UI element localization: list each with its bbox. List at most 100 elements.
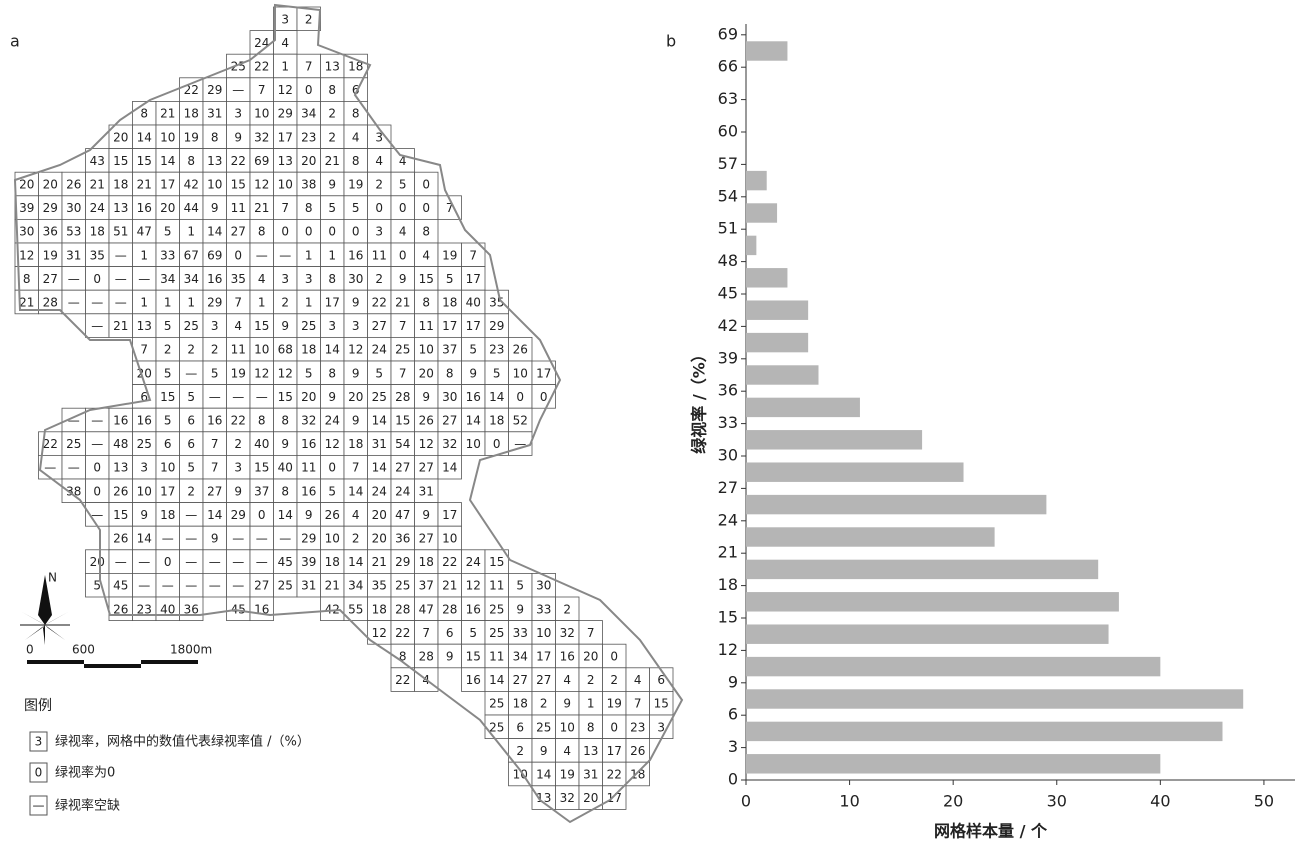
grid-cell: 5 xyxy=(461,620,486,645)
cell-value: 19 xyxy=(560,768,575,782)
grid-cell: 26 xyxy=(108,525,133,551)
grid-cell: 69 xyxy=(202,242,227,268)
cell-value: 3 xyxy=(328,319,336,333)
bar xyxy=(746,721,1223,742)
cell-value: 10 xyxy=(160,130,175,144)
grid-cell: 22 xyxy=(249,53,274,79)
cell-value: 51 xyxy=(113,225,128,239)
cell-value: 2 xyxy=(516,744,524,758)
cell-value: 38 xyxy=(301,178,316,192)
cell-value: 9 xyxy=(422,390,430,404)
cell-value: 1 xyxy=(140,296,148,310)
bar xyxy=(746,170,767,191)
grid-cell: 16 xyxy=(296,478,321,504)
grid-cell: — xyxy=(179,549,204,574)
grid-cell: 32 xyxy=(555,785,580,810)
grid-cell: 3 xyxy=(273,6,298,32)
grid-cell: 10 xyxy=(249,336,274,362)
cell-value: 9 xyxy=(516,602,524,616)
grid-cell: 19 xyxy=(179,124,204,150)
grid-cell: 21 xyxy=(132,171,157,197)
grid-cell: 17 xyxy=(320,289,345,315)
bar xyxy=(746,332,809,353)
x-tick-label: 40 xyxy=(1150,792,1170,811)
grid-cell: 17 xyxy=(531,360,556,386)
grid-cell: 53 xyxy=(61,218,86,244)
grid-cell: 27 xyxy=(249,573,274,598)
grid-cell: 13 xyxy=(320,53,345,79)
cell-value: 1 xyxy=(258,296,266,310)
grid-cell: 14 xyxy=(343,478,368,504)
cell-value: 2 xyxy=(610,673,618,687)
grid-cell: 37 xyxy=(414,573,439,598)
cell-value: 19 xyxy=(348,178,363,192)
cell-value: 7 xyxy=(281,201,289,215)
grid-cell: 21 xyxy=(85,171,110,197)
grid-cell: — xyxy=(249,525,274,551)
grid-cell: — xyxy=(132,266,157,291)
cell-value: 5 xyxy=(516,579,524,593)
cell-value: 9 xyxy=(352,296,360,310)
cell-value: 18 xyxy=(113,178,128,192)
cell-value: 14 xyxy=(489,390,504,404)
cell-value: 21 xyxy=(325,154,340,168)
cell-value: 10 xyxy=(536,626,551,640)
cell-value: 5 xyxy=(164,414,172,428)
cell-value: 18 xyxy=(630,768,645,782)
cell-value: 30 xyxy=(66,201,81,215)
cell-value: 31 xyxy=(207,107,222,121)
cell-value: — xyxy=(162,579,174,593)
grid-cell: 9 xyxy=(343,289,368,315)
grid-cell: 14 xyxy=(437,454,462,480)
cell-value: 33 xyxy=(536,602,551,616)
grid-cell: 5 xyxy=(461,336,486,362)
cell-value: 26 xyxy=(630,744,645,758)
grid-cell: — xyxy=(108,289,133,315)
grid-cell: 16 xyxy=(249,596,274,622)
cell-value: — xyxy=(256,248,268,262)
cell-value: 21 xyxy=(137,178,152,192)
cell-value: 8 xyxy=(281,414,289,428)
cell-value: 12 xyxy=(372,626,387,640)
grid-cell: 40 xyxy=(273,454,298,480)
cell-value: 32 xyxy=(560,791,575,805)
cell-value: 3 xyxy=(211,319,219,333)
cell-value: 18 xyxy=(513,697,528,711)
grid-cell: 2 xyxy=(226,431,251,456)
cell-value: 7 xyxy=(446,201,454,215)
bar xyxy=(746,397,860,418)
grid-cell: 18 xyxy=(85,218,110,244)
bar xyxy=(746,689,1244,709)
cell-value: 21 xyxy=(19,296,34,310)
grid-cell: 6 xyxy=(508,714,533,740)
cell-value: 6 xyxy=(516,720,524,734)
grid-cell: — xyxy=(61,289,86,315)
grid-cell: 3 xyxy=(226,454,251,480)
histogram: 0369121518212427303336394245485154576063… xyxy=(690,24,1295,841)
cell-value: — xyxy=(209,579,221,593)
grid-cell: 12 xyxy=(367,620,392,645)
grid-cell: 35 xyxy=(367,573,392,598)
cell-value: 1 xyxy=(305,296,313,310)
cell-value: 9 xyxy=(211,201,219,215)
grid-cell: 5 xyxy=(155,360,180,386)
grid-cell: 4 xyxy=(555,738,580,763)
grid-cell: 8 xyxy=(343,148,368,173)
cell-value: 7 xyxy=(587,626,595,640)
grid-cell: 21 xyxy=(320,148,345,173)
cell-value: 9 xyxy=(446,650,454,664)
grid-cell: 9 xyxy=(437,643,462,669)
grid-cell: 25 xyxy=(179,313,204,338)
grid-cell: 22 xyxy=(179,77,204,102)
cell-value: 0 xyxy=(93,461,101,475)
cell-value: 5 xyxy=(375,366,383,380)
cell-value: 10 xyxy=(325,532,340,546)
cell-value: 12 xyxy=(278,366,293,380)
cell-value: 26 xyxy=(113,532,128,546)
grid-cell: 13 xyxy=(202,148,227,173)
cell-value: 45 xyxy=(231,602,246,616)
cell-value: 12 xyxy=(254,178,269,192)
cell-value: 40 xyxy=(160,602,175,616)
cell-value: 18 xyxy=(419,555,434,569)
